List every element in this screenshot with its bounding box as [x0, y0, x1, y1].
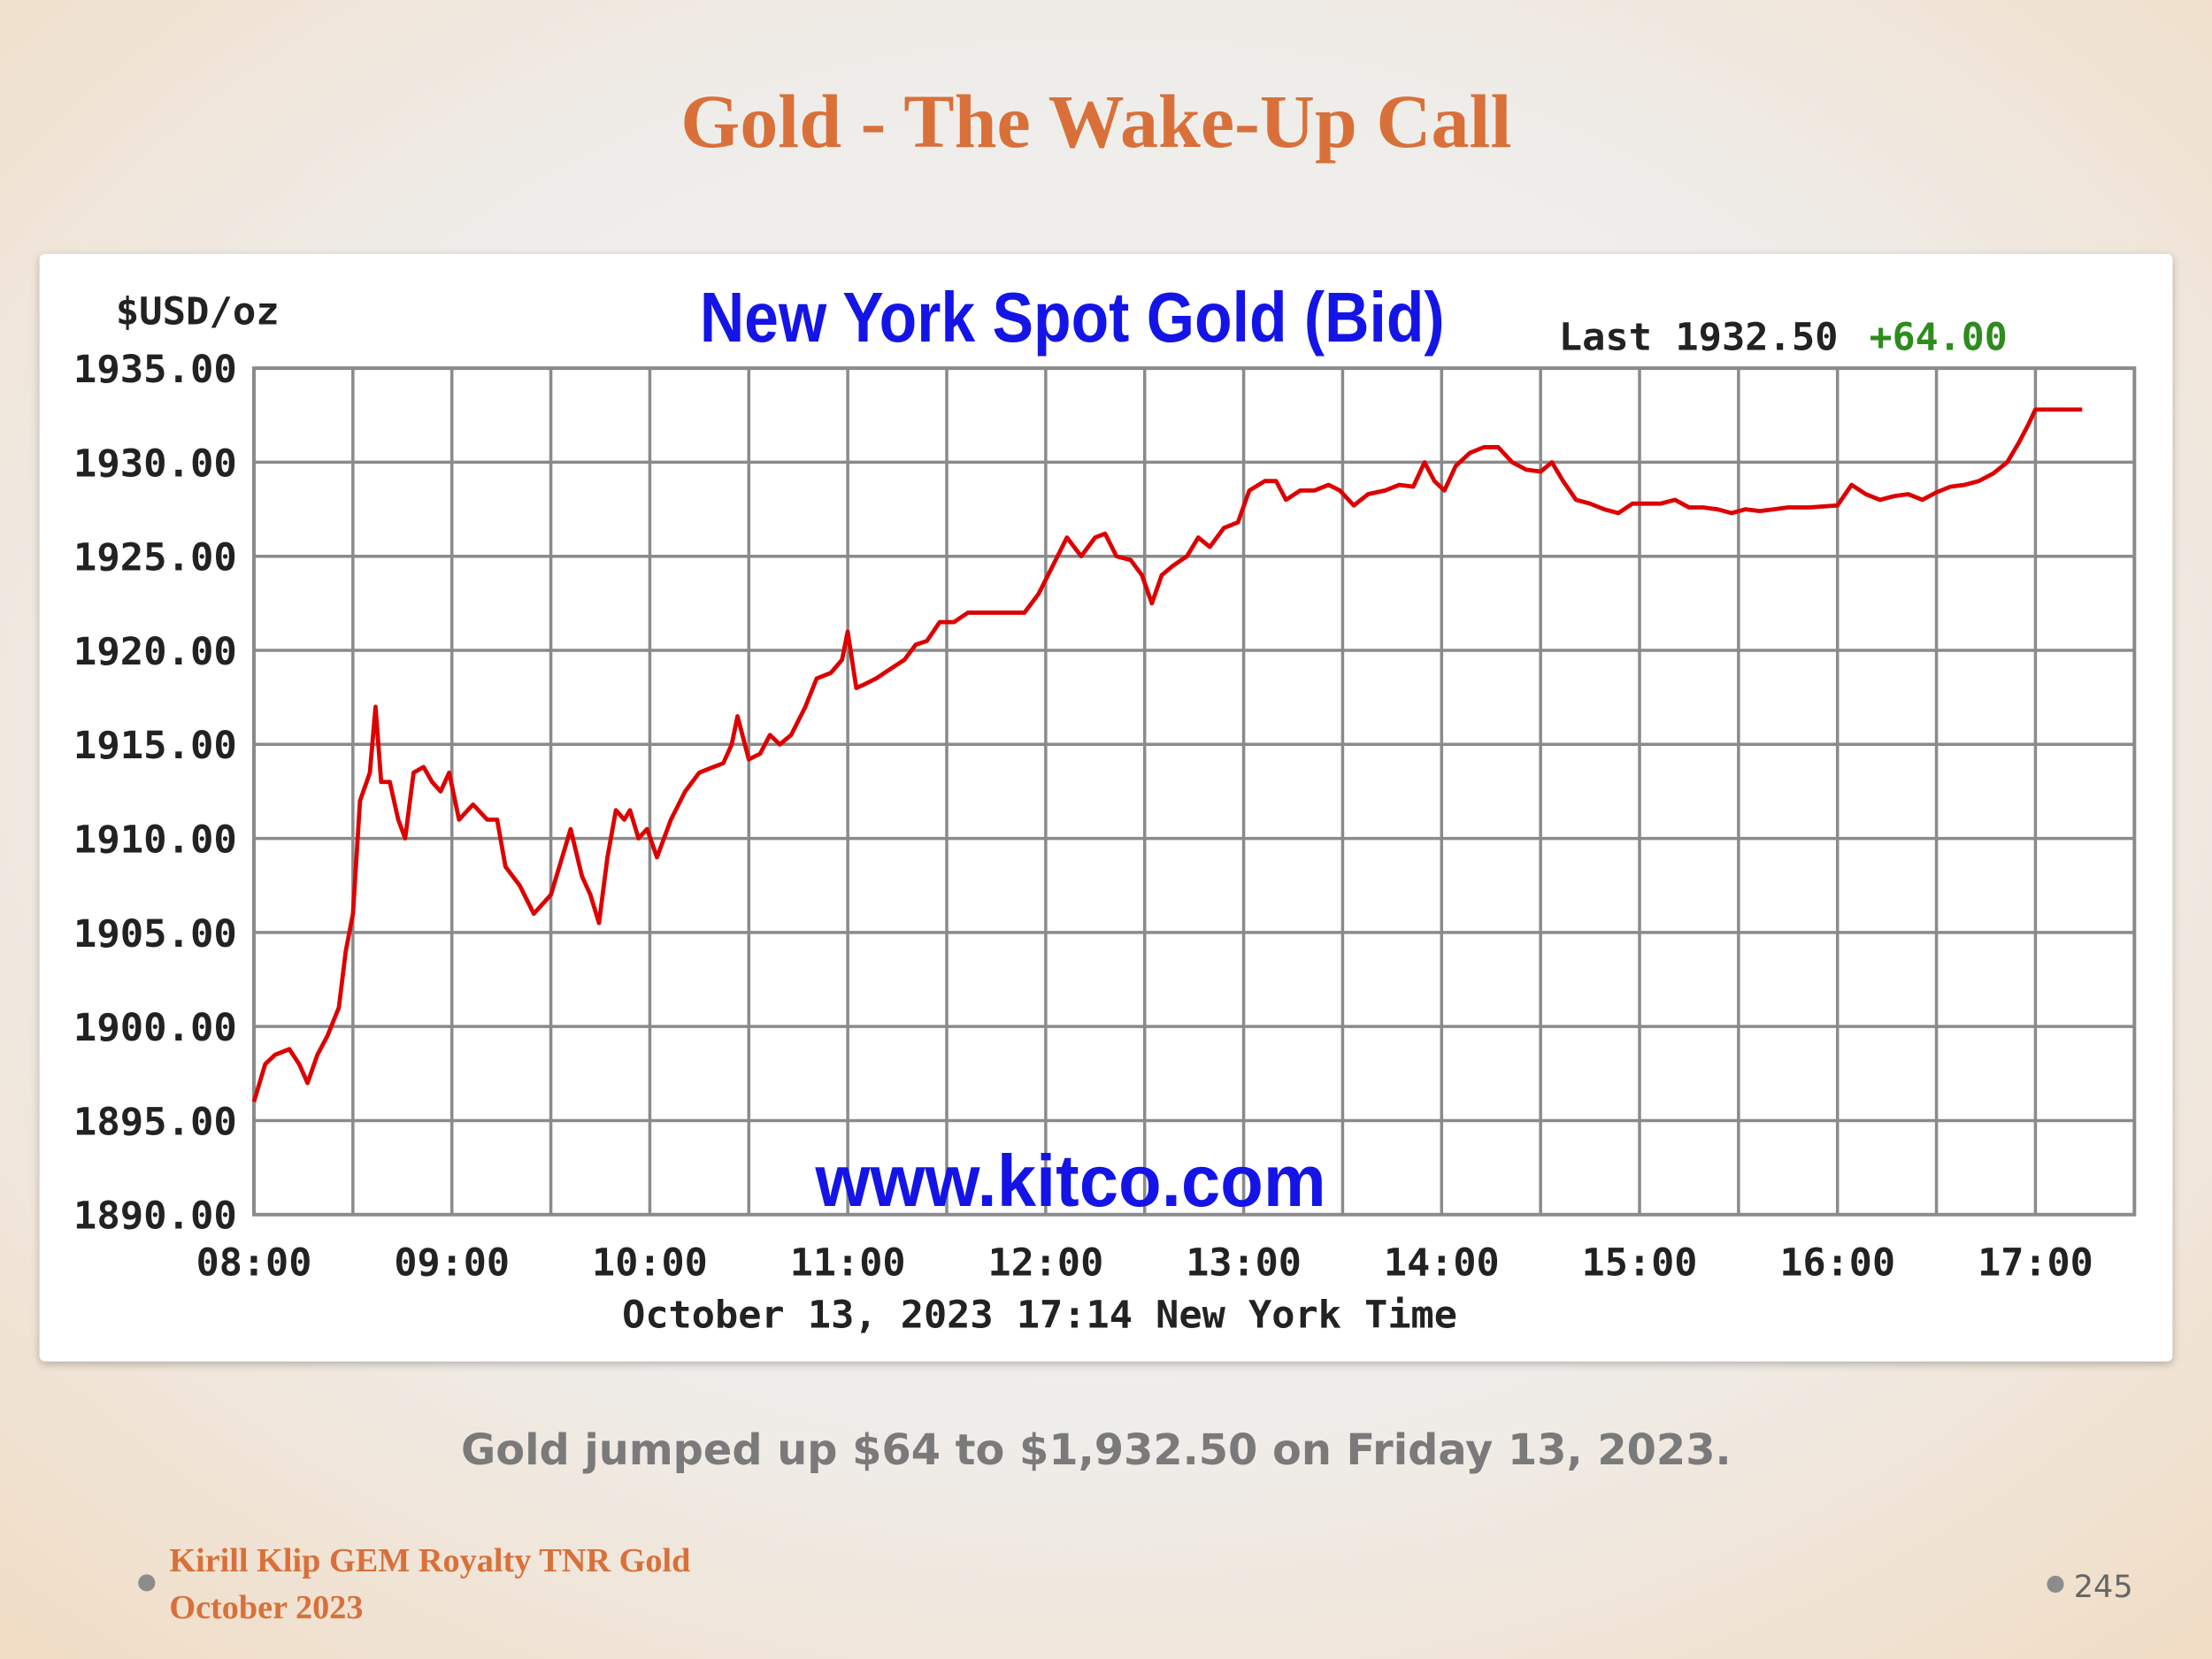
y-tick-label: 1930.00: [73, 442, 237, 486]
y-tick-label: 1910.00: [73, 818, 237, 863]
footer-line: October 2023: [169, 1589, 363, 1626]
x-tick-label: 15:00: [1582, 1240, 1698, 1285]
y-tick-label: 1895.00: [73, 1100, 237, 1144]
y-tick-label: 1905.00: [73, 912, 237, 956]
chart-title: New York Spot Gold (Bid): [700, 278, 1445, 357]
footer-line: Kirill Klip GEM Royalty TNR Gold: [169, 1542, 690, 1579]
x-tick-label: 08:00: [196, 1240, 312, 1285]
x-tick-label: 13:00: [1186, 1240, 1302, 1285]
y-axis-label: $USD/oz: [116, 290, 280, 334]
bullet: [138, 1574, 156, 1592]
watermark: www.kitco.com: [815, 1140, 1326, 1222]
x-axis-label: October 13, 2023 17:14 New York Time: [622, 1293, 1457, 1337]
last-price: Last 1932.50: [1559, 315, 1839, 359]
y-tick-label: 1920.00: [73, 630, 237, 674]
chart: New York Spot Gold (Bid) $USD/oz Last 1932…: [73, 278, 2137, 1337]
x-tick-label: 16:00: [1779, 1240, 1895, 1285]
x-tick-label: 09:00: [394, 1240, 510, 1285]
caption: Gold jumped up $64 to $1,932.50 on Frida…: [461, 1426, 1732, 1475]
bullet: [2047, 1575, 2064, 1594]
price-change: +64.00: [1870, 315, 2008, 359]
x-tick-label: 11:00: [790, 1240, 906, 1285]
price-line: [251, 407, 2083, 1102]
y-tick-label: 1890.00: [73, 1194, 237, 1239]
y-tick-label: 1915.00: [73, 724, 237, 768]
plot-border: [251, 366, 2137, 1217]
slide-title: Gold - The Wake-Up Call: [680, 79, 1511, 164]
y-tick-label: 1935.00: [73, 348, 237, 392]
x-tick-label: 12:00: [987, 1240, 1103, 1285]
x-tick-label: 17:00: [1978, 1240, 2093, 1285]
page-number: 245: [2074, 1569, 2133, 1605]
y-tick-label: 1900.00: [73, 1006, 237, 1050]
x-tick-label: 10:00: [592, 1240, 708, 1285]
x-tick-label: 14:00: [1384, 1240, 1500, 1285]
y-tick-label: 1925.00: [73, 536, 237, 580]
